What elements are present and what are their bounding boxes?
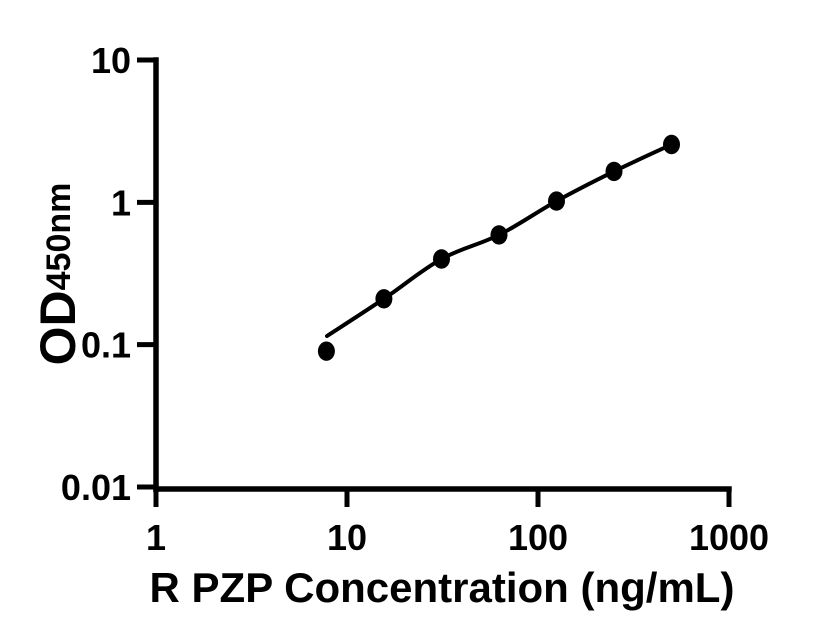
y-tick-label: 0.1 — [81, 325, 131, 366]
data-point-marker — [548, 191, 565, 211]
y-tick-label: 0.01 — [61, 467, 131, 508]
data-point-marker — [317, 341, 335, 361]
x-tick-label: 100 — [508, 517, 568, 558]
y-tick-label: 10 — [91, 40, 131, 81]
y-axis-title: OD450nm — [30, 183, 86, 366]
data-point-marker — [433, 249, 450, 269]
x-axis-title: R PZP Concentration (ng/mL) — [150, 564, 735, 611]
x-tick-label: 1000 — [689, 517, 769, 558]
data-point-marker — [375, 289, 393, 309]
x-tick-label: 10 — [327, 517, 367, 558]
x-tick-label: 1 — [146, 517, 166, 558]
data-points-group — [317, 134, 680, 361]
tick-labels-group: 1 10 100 1000 10 1 0.1 0.01 — [61, 40, 769, 558]
y-axis-title-subscript: 450nm — [40, 183, 78, 291]
axis-ticks-group — [137, 57, 732, 507]
axes-group — [153, 57, 732, 492]
data-point-marker — [605, 161, 623, 182]
y-axis-title-main: OD — [30, 290, 86, 365]
y-tick-label: 1 — [111, 182, 131, 223]
data-point-marker — [490, 225, 508, 245]
data-point-marker — [663, 134, 680, 155]
